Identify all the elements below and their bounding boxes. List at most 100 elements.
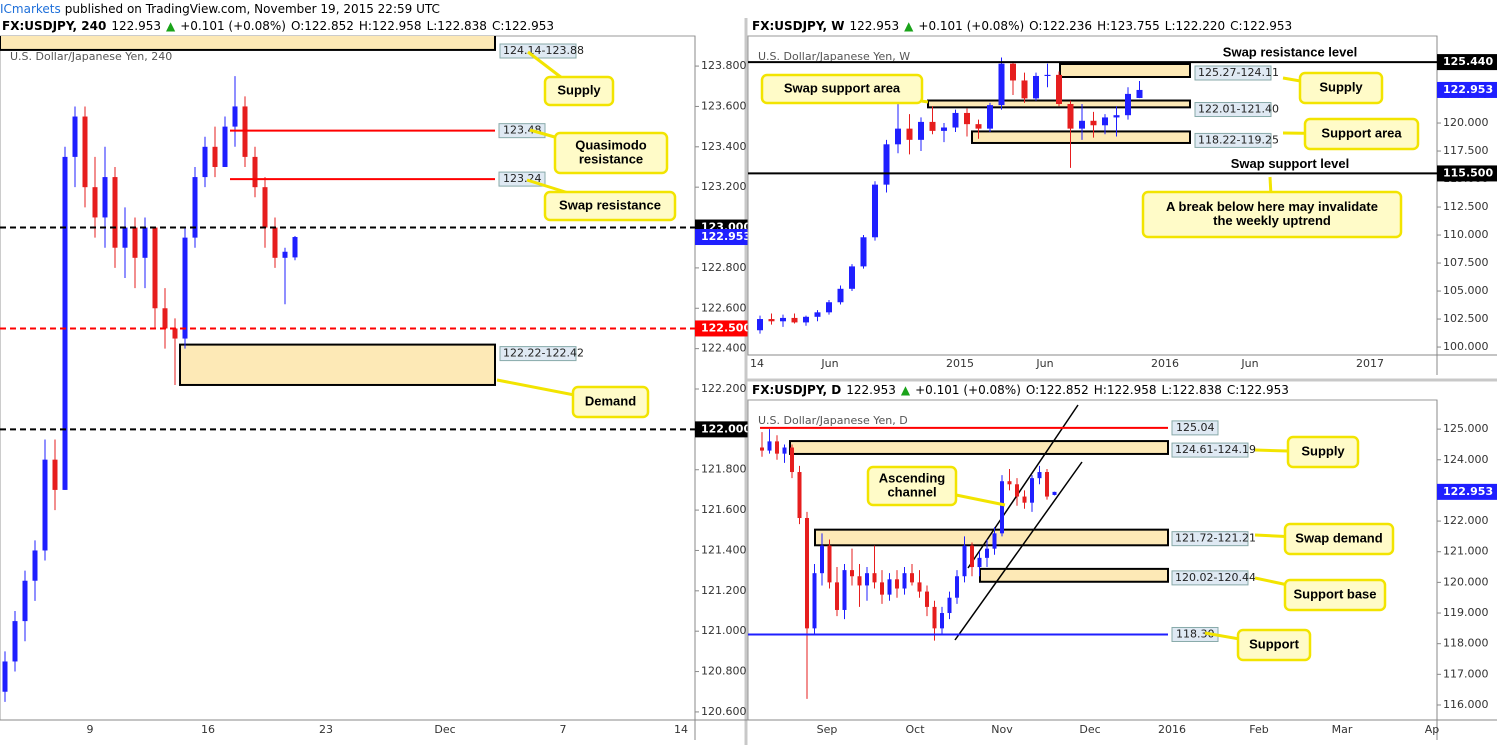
candle-body — [142, 227, 148, 258]
candle-body — [925, 591, 929, 607]
x-tick-label: 9 — [87, 723, 94, 736]
price-badge — [695, 320, 755, 337]
candle-body — [987, 105, 993, 129]
candle-body — [865, 573, 869, 586]
y-tick-label: 121.800 — [701, 463, 747, 476]
price-badge — [1437, 483, 1497, 500]
price-badge — [1437, 54, 1497, 71]
y-tick-label: 122.200 — [701, 382, 747, 395]
candle-body — [222, 126, 228, 167]
candle-body — [1136, 89, 1143, 98]
candle-body — [1000, 481, 1004, 534]
candle-body — [1079, 120, 1085, 129]
x-tick-label: Oct — [905, 723, 925, 736]
level-note: Swap resistance level — [1223, 45, 1357, 60]
plot — [0, 36, 695, 702]
symbol-info: FX:USDJPY, W 122.953 ▲ +0.101 (+0.08%) O:122… — [752, 19, 1292, 33]
x-tick-label: Ap — [1425, 723, 1440, 736]
candle-body — [112, 177, 118, 248]
candle-body — [102, 177, 108, 218]
zone — [789, 440, 1169, 455]
candle-body — [970, 545, 974, 568]
zone-label: 121.72-121.21 — [1175, 532, 1256, 545]
y-tick-label: 121.200 — [701, 584, 747, 597]
info-field: 122.953 — [846, 383, 896, 397]
info-field: FX:USDJPY, 240 — [2, 19, 106, 33]
x-tick-label: 16 — [201, 723, 215, 736]
candle-body — [1037, 472, 1042, 479]
zone — [971, 130, 1191, 144]
info-field: C:122.953 — [1230, 19, 1292, 33]
callout-box — [571, 385, 650, 419]
y-tick-label: 124.000 — [1443, 453, 1489, 466]
candle-body — [791, 317, 798, 323]
price-badge-label: 122.500 — [701, 321, 751, 334]
callout-box — [1283, 578, 1387, 612]
candle-body — [962, 545, 967, 577]
brand[interactable]: ICmarkets — [0, 2, 61, 16]
callout-box — [1298, 71, 1384, 105]
y-tick-label: 122.000 — [1443, 514, 1489, 527]
candle-body — [955, 576, 959, 598]
candle-body — [964, 112, 970, 125]
candle-body — [803, 316, 809, 323]
candle-body — [790, 447, 794, 473]
candle-body — [850, 570, 854, 577]
zone-label: 122.22-122.42 — [503, 347, 584, 360]
y-tick-label: 123.800 — [701, 59, 747, 72]
candle-body — [182, 237, 188, 339]
callout-text: channel — [887, 484, 936, 499]
level-label: 123.48 — [503, 124, 542, 137]
price-badge-label: 125.440 — [1443, 55, 1493, 68]
candle-body — [826, 302, 832, 313]
candle-body — [775, 441, 779, 454]
candle-body — [757, 319, 763, 331]
callout-text: Swap resistance — [559, 197, 661, 212]
zone-label: 120.02-120.44 — [1175, 571, 1256, 584]
y-tick-label: 112.500 — [1443, 200, 1489, 213]
x-tick-label: 2017 — [1356, 357, 1384, 370]
candle-body — [32, 550, 38, 581]
candle-body — [895, 128, 901, 145]
y-tick-label: 120.000 — [1443, 575, 1489, 588]
y-tick-label: 102.500 — [1443, 312, 1489, 325]
zone-label: 124.61-124.19 — [1175, 443, 1256, 456]
price-badge-label: 122.953 — [1443, 485, 1493, 498]
y-tick-label: 125.000 — [1443, 422, 1489, 435]
chart-legend: U.S. Dollar/Japanese Yen, 240 — [10, 50, 172, 63]
candle-body — [1022, 496, 1027, 503]
zone-badge — [499, 346, 577, 362]
callout-box — [1236, 628, 1312, 662]
y-tick-label: 123.200 — [701, 180, 747, 193]
x-tick-label: 14 — [674, 723, 688, 736]
y-tick-label: 120.600 — [701, 705, 747, 718]
y-tick-label: 116.000 — [1443, 698, 1489, 711]
x-tick-label: Jun — [1240, 357, 1258, 370]
zone-label: 118.22-119.25 — [1198, 133, 1279, 146]
info-field: ▲ — [166, 19, 176, 33]
chart-panel: FX:USDJPY, D 122.953 ▲ +0.101 (+0.08%) O:122… — [747, 383, 1497, 740]
callout-box — [866, 465, 958, 507]
candle-body — [192, 177, 198, 238]
x-tick-label: 23 — [319, 723, 333, 736]
callout-text: resistance — [579, 151, 643, 166]
candle-body — [1007, 481, 1012, 485]
callout-box — [1283, 522, 1395, 556]
y-tick-label: 122.600 — [701, 301, 747, 314]
info-field: 122.953 — [850, 19, 900, 33]
price-badge — [695, 229, 755, 246]
candle-body — [880, 582, 884, 595]
candle-body — [849, 266, 855, 289]
candle-body — [860, 237, 867, 267]
y-tick-label: 110.000 — [1443, 228, 1489, 241]
x-tick-label: Mar — [1332, 723, 1353, 736]
callout-text: the weekly uptrend — [1213, 213, 1331, 228]
info-field: O:122.236 — [1029, 19, 1092, 33]
info-field: C:122.953 — [492, 19, 554, 33]
info-field: FX:USDJPY, D — [752, 383, 841, 397]
info-field: 122.953 — [111, 19, 161, 33]
info-field: L:122.838 — [1162, 383, 1222, 397]
candle-body — [1113, 115, 1120, 118]
candle-body — [172, 328, 178, 339]
candle-body — [1045, 472, 1049, 497]
